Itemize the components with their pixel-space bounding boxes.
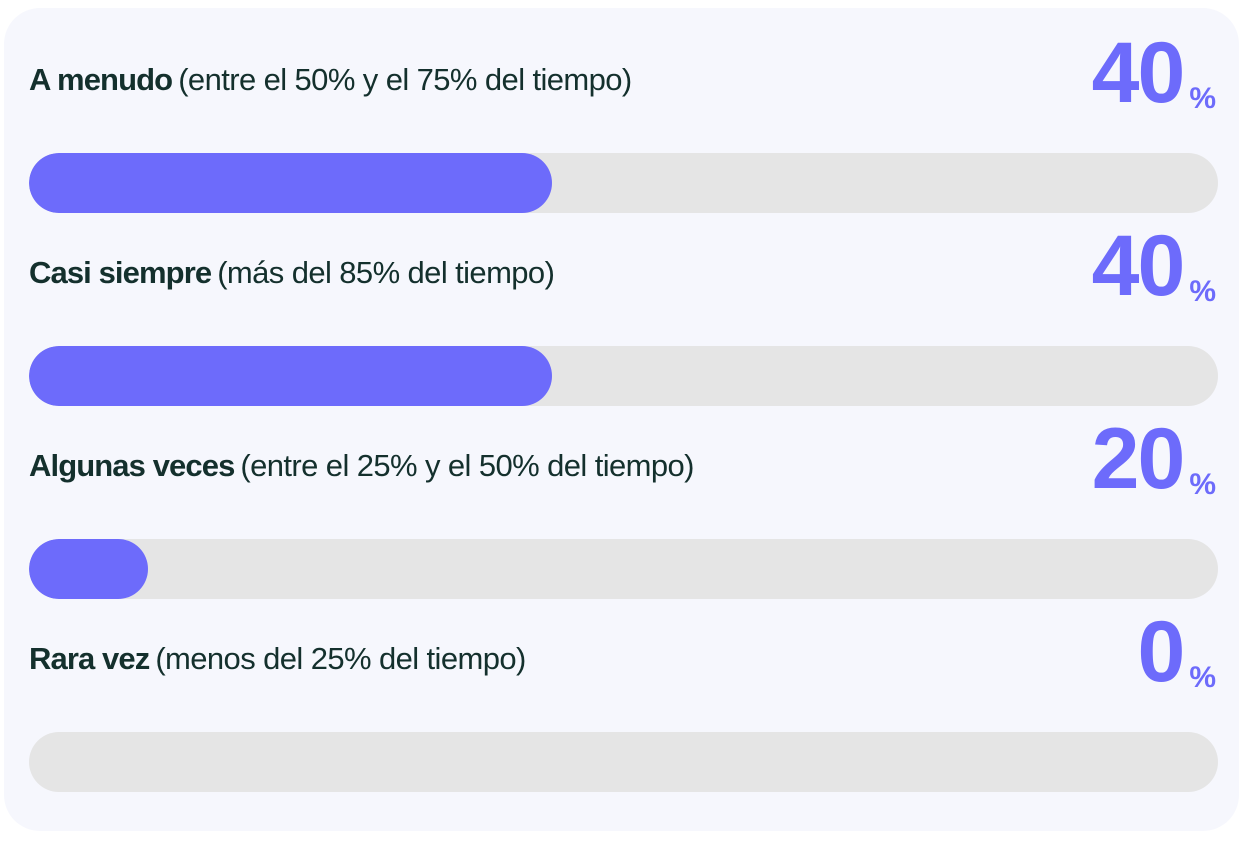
- bar-track: [29, 153, 1218, 213]
- bar-row-casi-siempre: Casi siempre (más del 85% del tiempo) 40%: [29, 209, 1218, 406]
- bar-fill: [29, 539, 148, 599]
- bar-value-unit: %: [1189, 82, 1216, 115]
- bar-label: Algunas veces (entre el 25% y el 50% del …: [29, 446, 694, 486]
- bar-value-number: 40: [1091, 218, 1186, 314]
- bar-category-label: Algunas veces: [29, 448, 235, 483]
- bar-category-label: A menudo: [29, 62, 173, 97]
- bar-category-label: Rara vez: [29, 641, 150, 676]
- bar-category-detail: (entre el 50% y el 75% del tiempo): [178, 62, 632, 97]
- bar-value-number: 0: [1137, 604, 1185, 700]
- bar-row-rara-vez: Rara vez (menos del 25% del tiempo) 0%: [29, 595, 1218, 792]
- bar-row-algunas-veces: Algunas veces (entre el 25% y el 50% del …: [29, 402, 1218, 599]
- bar-track: [29, 732, 1218, 792]
- chart-card: A menudo (entre el 50% y el 75% del tiemp…: [4, 8, 1239, 831]
- bar-category-label: Casi siempre: [29, 255, 212, 290]
- bar-value-number: 40: [1091, 25, 1186, 121]
- bar-value-label: 40%: [1092, 26, 1216, 116]
- bar-value-unit: %: [1189, 661, 1216, 694]
- bar-track: [29, 346, 1218, 406]
- bar-track: [29, 539, 1218, 599]
- bar-value-label: 40%: [1092, 219, 1216, 309]
- bar-value-number: 20: [1091, 411, 1186, 507]
- bar-label: Rara vez (menos del 25% del tiempo): [29, 639, 526, 679]
- bar-category-detail: (menos del 25% del tiempo): [155, 641, 526, 676]
- bar-fill: [29, 346, 553, 406]
- bar-value-unit: %: [1189, 468, 1216, 501]
- bar-value-unit: %: [1189, 275, 1216, 308]
- bar-value-label: 0%: [1137, 605, 1216, 695]
- bar-category-detail: (más del 85% del tiempo): [217, 255, 555, 290]
- bar-value-label: 20%: [1092, 412, 1216, 502]
- bar-fill: [29, 153, 553, 213]
- bar-category-detail: (entre el 25% y el 50% del tiempo): [240, 448, 694, 483]
- bar-label: Casi siempre (más del 85% del tiempo): [29, 253, 555, 293]
- bar-label: A menudo (entre el 50% y el 75% del tiemp…: [29, 60, 632, 100]
- bar-row-a-menudo: A menudo (entre el 50% y el 75% del tiemp…: [29, 16, 1218, 213]
